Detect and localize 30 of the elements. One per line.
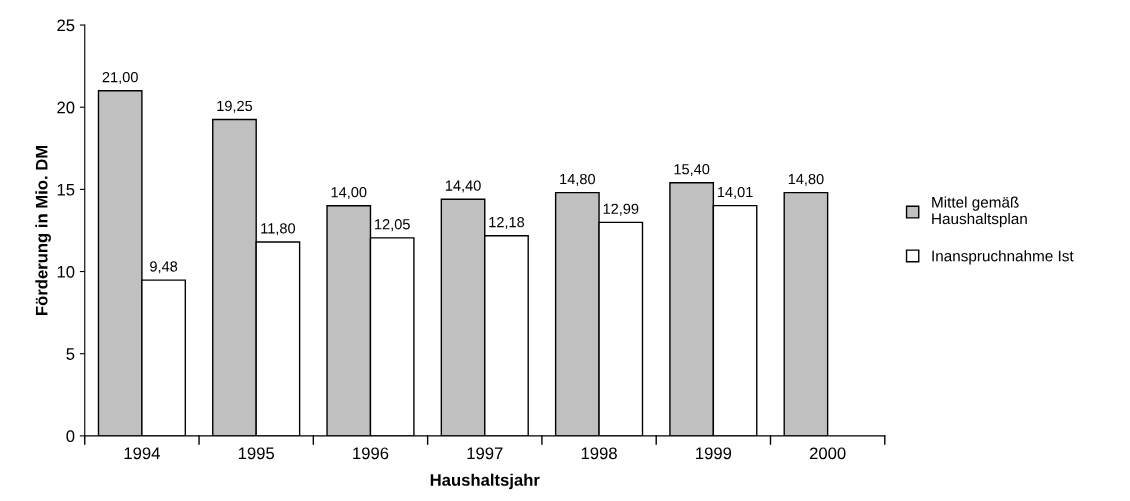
x-tick-label: 1997 xyxy=(467,447,503,460)
x-tick-label: 2000 xyxy=(809,447,846,460)
data-label: 11,80 xyxy=(261,223,296,236)
legend-label: Mittel gemäß Haushaltsplan xyxy=(932,196,1027,228)
y-tick-label: 25 xyxy=(57,19,75,32)
x-tick-label: 1998 xyxy=(581,447,617,460)
data-label: 14,80 xyxy=(560,173,596,186)
y-tick-label: 20 xyxy=(57,101,75,114)
y-tick-label: 0 xyxy=(66,430,75,443)
data-label: 19,25 xyxy=(217,100,253,113)
data-label: 21,00 xyxy=(102,72,138,85)
data-label: 14,01 xyxy=(717,186,753,199)
x-axis-title: Haushaltsjahr xyxy=(430,473,540,490)
data-label: 14,00 xyxy=(331,187,367,200)
y-axis-title: Förderung in Mio. DM xyxy=(35,145,51,315)
data-label: 14,80 xyxy=(788,173,824,186)
data-label: 12,05 xyxy=(375,219,410,232)
data-label: 9,48 xyxy=(150,261,178,274)
data-label: 12,99 xyxy=(603,203,639,216)
x-tick-label: 1995 xyxy=(238,447,275,460)
y-tick-label: 5 xyxy=(66,348,75,360)
data-label: 15,40 xyxy=(674,164,710,177)
y-tick-label: 15 xyxy=(57,183,75,196)
x-tick-label: 1994 xyxy=(124,447,160,460)
data-label: 14,40 xyxy=(445,180,481,193)
legend-label: Inanspruchnahme Ist xyxy=(932,250,1074,265)
x-tick-label: 1996 xyxy=(353,447,389,460)
data-label: 12,18 xyxy=(489,216,525,229)
y-tick-label: 10 xyxy=(57,265,75,278)
x-tick-label: 1999 xyxy=(696,447,732,460)
